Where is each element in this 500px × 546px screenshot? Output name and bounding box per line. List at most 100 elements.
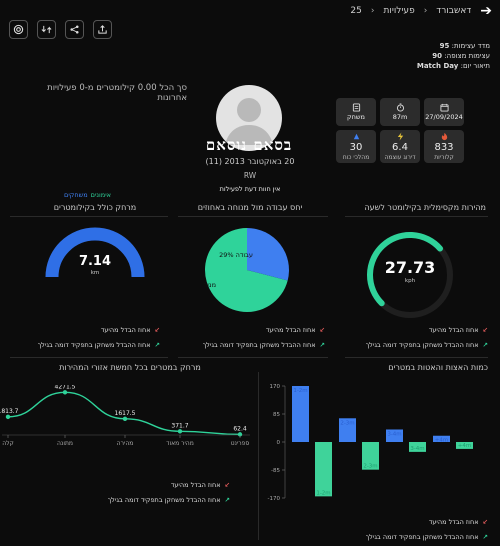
tile-calories-label: קלוריות — [434, 154, 454, 161]
distance-unit: km — [91, 270, 100, 276]
line-series — [7, 391, 241, 436]
x-tick-label: קלה — [2, 440, 14, 447]
intensity-meta: מדד עצימות: 95 עצימות מצופה: 90 תיאור יו… — [417, 41, 490, 71]
tile-calories: 833 קלוריות — [424, 130, 464, 163]
swap-button[interactable] — [37, 20, 56, 39]
tile-date-value: 27/09/2024 — [425, 113, 463, 121]
divider — [345, 357, 488, 358]
arrow-down-icon: ↙ — [224, 481, 230, 489]
tile-duration: 87m — [380, 98, 420, 126]
compare-target-label: אחוז הבדל מהיעד — [100, 326, 151, 334]
pie-slice-rest[interactable] — [205, 228, 288, 312]
action-icons — [9, 20, 112, 39]
day-value: Match Day — [416, 62, 459, 70]
speed-compare: ↙אחוז הבדל מהיעד ↗אחוז ההבדל משחקן בתפקי… — [338, 323, 488, 353]
divider — [10, 357, 168, 358]
tile-power: 30 מהלכי כוח — [336, 130, 376, 163]
player-team: RW — [243, 171, 257, 180]
line-point[interactable] — [5, 414, 11, 420]
speed-gauge: 27.73 kph — [367, 232, 453, 318]
no-feedback-text: אין חוות דעת לפעילות — [219, 185, 281, 193]
bar-acceleration[interactable] — [292, 386, 309, 442]
measured-value: 95 — [439, 42, 450, 50]
tile-power-label: מהלכי כוח — [342, 154, 370, 161]
crumb-activities[interactable]: פעילויות — [383, 6, 415, 16]
power-icon — [353, 133, 359, 140]
player-name: בסאם נוסאם — [205, 136, 293, 154]
user-icon — [225, 98, 273, 145]
crumb-dashboard[interactable]: דאשבורד — [436, 6, 472, 16]
pie-label-rest: מנוחה 71% — [204, 281, 216, 289]
export-button[interactable] — [93, 20, 112, 39]
bar-deceleration[interactable] — [315, 442, 332, 497]
data-label: 1813.7 — [0, 408, 19, 415]
avatar — [216, 85, 282, 151]
share-button[interactable] — [65, 20, 84, 39]
y-tick-label: -85 — [271, 468, 280, 474]
line-point[interactable] — [177, 429, 183, 434]
accel-section-title: כמות האצות והאטות במטרים — [388, 363, 488, 372]
target-icon — [13, 24, 24, 35]
compare-target-label: אחוז הבדל מהיעד — [428, 518, 479, 526]
bar-label: +4m — [458, 443, 471, 449]
accel-compare: ↙אחוז הבדל מהיעד ↗אחוז ההבדל משחקן בתפקי… — [288, 515, 488, 545]
arrow-up-icon: ↗ — [482, 341, 488, 349]
y-tick-label: 85 — [273, 412, 280, 418]
measured-label: מדד עצימות: — [451, 42, 490, 50]
arrow-down-icon: ↙ — [482, 518, 488, 526]
divider — [345, 216, 488, 217]
distance-compare: ↙אחוז הבדל מהיעד ↗אחוז ההבדל משחקן בתפקי… — [10, 323, 160, 353]
tile-intensity: 6.4 דירוג עוצמה — [380, 130, 420, 163]
compare-target-label: אחוז הבדל מהיעד — [428, 326, 479, 334]
zones-line-chart: 1813.7 קלה 4271.5 מתונה 1617.5 מהירה 371.7 מהיר… — [0, 385, 250, 447]
compare-peer-label: אחוז ההבדל משחקן בתפקיד דומה בגילך — [37, 341, 151, 349]
calendar-icon — [439, 103, 449, 112]
day-label: תיאור יום: — [460, 62, 490, 70]
compare-peer-label: אחוז ההבדל משחקן בתפקיד דומה בגילך — [365, 341, 479, 349]
target-button[interactable] — [9, 20, 28, 39]
legend-trainings[interactable]: אימונים — [90, 191, 112, 199]
line-point[interactable] — [237, 432, 243, 437]
speed-unit: kph — [405, 278, 416, 284]
bar-label: 2-3m — [340, 420, 354, 426]
legend-games[interactable]: משחקים — [64, 191, 88, 199]
tile-intensity-value: 6.4 — [392, 142, 408, 153]
tile-calories-value: 833 — [434, 142, 454, 153]
arrow-down-icon: ↙ — [482, 326, 488, 334]
bar-acceleration[interactable] — [339, 418, 356, 442]
speed-gauge-arc — [367, 232, 444, 307]
compare-peer-label: אחוז ההבדל משחקן בתפקיד דומה בגילך — [107, 496, 221, 504]
x-tick-label: ספרינט — [231, 440, 250, 447]
bar-label: +4m — [435, 438, 448, 444]
divider — [178, 216, 328, 217]
compare-target-label: אחוז הבדל מהיעד — [265, 326, 316, 334]
y-tick-label: 0 — [277, 440, 281, 446]
accel-bar-chart: 170 85 0 -85 -170 1-2m 1-2m 2-3m 2-3m 3-4m 3-4m +4m… — [268, 384, 473, 502]
line-point[interactable] — [62, 390, 68, 395]
bar-deceleration[interactable] — [362, 442, 379, 470]
x-tick-label: מהיר מאוד — [166, 440, 194, 447]
bar-deceleration[interactable] — [409, 442, 426, 452]
bar-acceleration[interactable] — [386, 429, 403, 442]
line-point[interactable] — [122, 416, 128, 422]
bar-label: 2-3m — [363, 464, 377, 470]
tile-duration-value: 87m — [392, 113, 408, 121]
bar-label: 3-4m — [410, 446, 424, 452]
data-label: 371.7 — [171, 422, 188, 429]
work-section-title: יחס עבודה מול מנוחה באחוזים — [197, 203, 303, 212]
compare-peer-label: אחוז ההבדל משחקן בתפקיד דומה בגילך — [365, 533, 479, 541]
distance-value: 7.14 — [79, 254, 111, 269]
speed-value: 27.73 — [385, 258, 436, 277]
compare-target-label: אחוז הבדל מהיעד — [170, 481, 221, 489]
bar-deceleration[interactable] — [456, 442, 473, 449]
expected-value: 90 — [432, 52, 443, 60]
distance-summary: סך הכל 0.00 קילומטרים מ-0 פעילויות אחרונ… — [47, 83, 187, 103]
chevron-icon: › — [423, 6, 428, 16]
work-compare: ↙אחוז הבדל מהיעד ↗אחוז ההבדל משחקן בתפקי… — [175, 323, 325, 353]
pie-slice-work[interactable] — [247, 228, 289, 281]
arrow-up-icon: ↗ — [482, 533, 488, 541]
distance-gauge-arc — [45, 227, 145, 278]
bar-acceleration[interactable] — [433, 435, 450, 442]
back-arrow-icon[interactable]: ➔ — [480, 3, 492, 19]
data-label: 62.4 — [233, 425, 247, 432]
